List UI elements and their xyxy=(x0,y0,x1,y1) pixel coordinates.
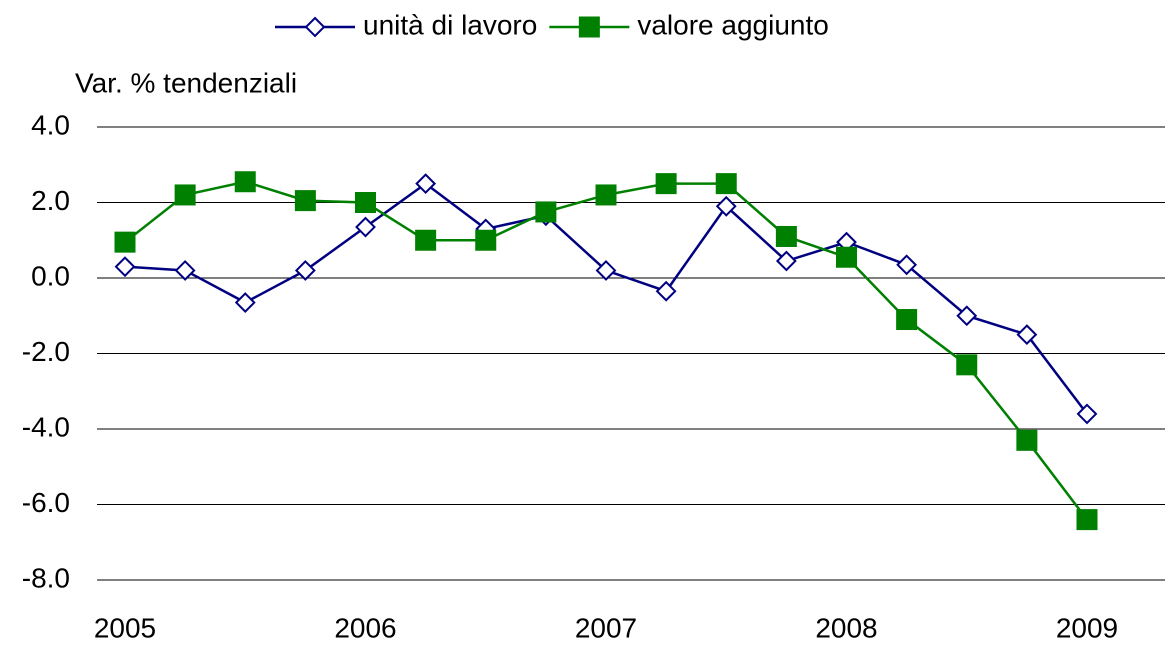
data-point xyxy=(595,184,617,206)
data-point xyxy=(896,309,918,331)
data-point xyxy=(595,260,617,281)
x-tick-label: 2008 xyxy=(815,612,877,643)
data-point xyxy=(415,173,437,195)
data-point xyxy=(715,195,737,217)
y-tick-label: 4.0 xyxy=(31,109,70,140)
series-line xyxy=(124,182,1088,415)
data-point xyxy=(956,305,978,327)
y-tick-label: -6.0 xyxy=(22,487,70,518)
data-point xyxy=(234,171,256,193)
data-point xyxy=(535,201,557,223)
data-point xyxy=(655,280,677,302)
data-point xyxy=(1076,509,1098,531)
x-tick-label: 2005 xyxy=(94,612,156,643)
data-point xyxy=(294,260,316,281)
y-tick-label: -8.0 xyxy=(22,562,70,593)
data-point xyxy=(475,229,497,251)
legend-label: valore aggiunto xyxy=(637,9,828,40)
legend-label: unità di lavoro xyxy=(363,9,537,40)
data-point xyxy=(355,192,376,213)
data-point xyxy=(775,225,797,247)
data-point xyxy=(415,229,437,251)
legend-marker xyxy=(304,16,326,38)
x-tick-label: 2007 xyxy=(575,612,637,643)
data-point xyxy=(234,292,256,313)
y-tick-label: 2.0 xyxy=(31,185,70,216)
series-line xyxy=(124,180,1088,521)
data-point xyxy=(174,260,196,281)
data-point xyxy=(114,256,136,278)
y-tick-label: -2.0 xyxy=(22,336,70,367)
legend-marker xyxy=(578,16,600,38)
y-tick-label: 0.0 xyxy=(31,260,70,291)
data-point xyxy=(1016,429,1038,451)
data-point xyxy=(715,173,737,195)
data-point xyxy=(174,184,196,206)
x-tick-label: 2006 xyxy=(334,612,396,643)
data-point xyxy=(836,246,857,268)
data-point xyxy=(294,190,316,212)
y-tick-label: -4.0 xyxy=(22,411,70,442)
data-point xyxy=(114,231,136,253)
data-point xyxy=(896,254,918,276)
data-point xyxy=(775,250,797,272)
data-point xyxy=(655,173,677,195)
x-tick-label: 2009 xyxy=(1056,612,1118,643)
data-point xyxy=(1076,403,1098,425)
data-point xyxy=(956,354,978,376)
data-point xyxy=(355,216,376,238)
data-point xyxy=(1016,324,1038,346)
y-axis-label: Var. % tendenziali xyxy=(75,67,297,98)
